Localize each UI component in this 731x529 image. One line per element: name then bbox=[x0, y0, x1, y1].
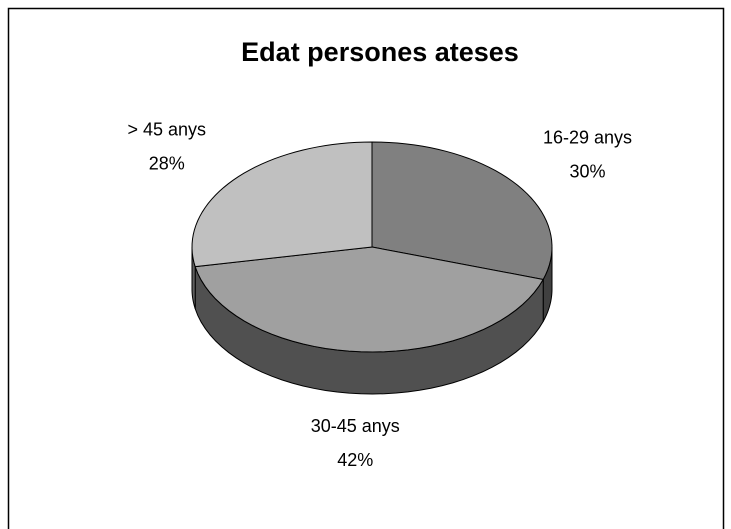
chart-title: Edat persones ateses bbox=[241, 37, 519, 67]
slice-label: 30-45 anys bbox=[311, 416, 400, 436]
slice-label: 16-29 anys bbox=[543, 127, 632, 147]
slice-value-label: 28% bbox=[149, 154, 185, 174]
slice-label: > 45 anys bbox=[127, 120, 206, 140]
pie-slice bbox=[194, 246, 544, 353]
pie-slice bbox=[191, 141, 373, 268]
slice-value-label: 30% bbox=[570, 161, 606, 181]
pie-slice bbox=[371, 141, 553, 281]
slice-value-label: 42% bbox=[337, 450, 373, 470]
